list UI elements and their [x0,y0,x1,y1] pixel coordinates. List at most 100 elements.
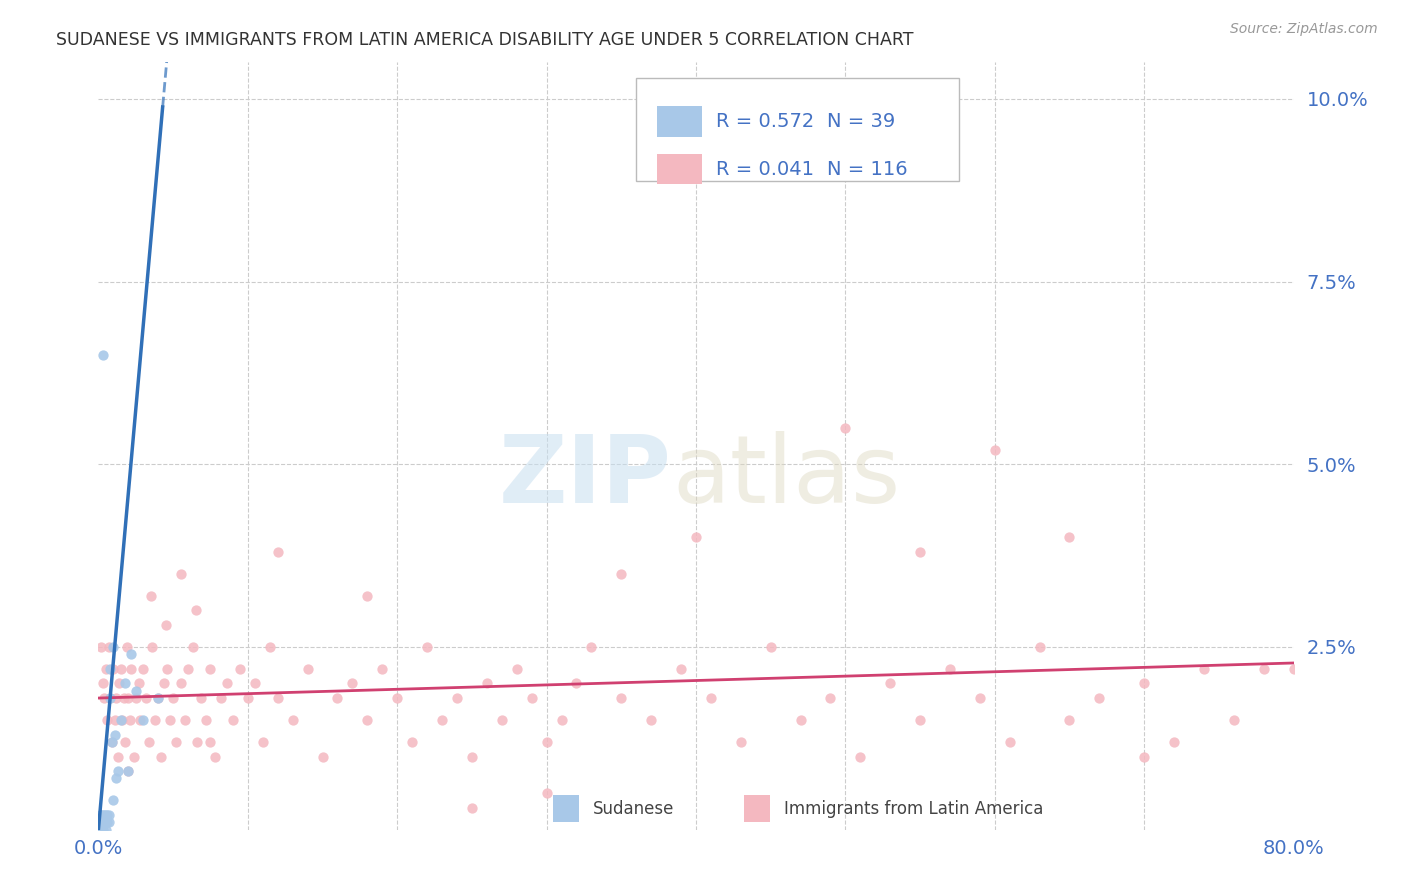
Point [96,808,118,822]
Point [117,764,139,778]
Point [97,808,120,822]
Point [148,691,170,706]
Point [190,691,212,706]
Text: Immigrants from Latin America: Immigrants from Latin America [785,799,1043,818]
Point [174,713,197,727]
Point [125,683,148,698]
Point [93,815,115,830]
Point [120,662,142,676]
Point [128,676,150,690]
Point [96,713,118,727]
Point [94,662,117,676]
Point [1253,662,1275,676]
Point [98,691,122,706]
Point [90,808,112,822]
Bar [744,796,770,822]
Point [204,749,226,764]
Point [169,676,191,690]
Point [430,713,453,727]
Point [834,421,856,435]
Point [138,735,160,749]
Point [1163,735,1185,749]
Point [115,640,138,654]
Point [610,691,633,706]
Point [159,713,181,727]
Point [700,691,723,706]
Text: N = 39: N = 39 [827,112,896,131]
Point [1192,662,1215,676]
Point [98,662,122,676]
Point [114,735,136,749]
Point [89,822,111,837]
Point [91,822,114,837]
Point [101,735,124,749]
Point [155,618,177,632]
Point [103,793,125,807]
Point [107,764,129,778]
Point [90,815,112,830]
Point [640,713,662,727]
Point [97,815,120,830]
Point [105,691,128,706]
Point [135,691,157,706]
Point [112,691,135,706]
Point [117,691,139,706]
Point [107,749,129,764]
Point [984,442,1007,457]
Point [475,676,498,690]
Point [125,691,148,706]
Text: Source: ZipAtlas.com: Source: ZipAtlas.com [1230,22,1378,37]
Point [118,713,141,727]
Point [177,662,200,676]
Point [1059,530,1081,544]
Point [148,691,170,706]
Point [356,589,378,603]
Point [969,691,991,706]
Point [156,662,179,676]
Point [94,808,117,822]
Point [200,735,222,749]
Point [311,749,333,764]
Point [371,662,394,676]
Point [939,662,962,676]
Point [730,735,752,749]
Point [98,691,122,706]
Point [90,822,112,837]
Text: N = 116: N = 116 [827,160,908,178]
Point [908,713,931,727]
Point [153,676,176,690]
Point [91,815,114,830]
Point [550,713,572,727]
Point [536,786,558,800]
Point [215,676,238,690]
Point [101,735,124,749]
Point [998,735,1021,749]
Point [91,676,114,690]
Point [104,728,127,742]
Point [385,691,409,706]
Point [120,647,142,661]
Text: R = 0.572: R = 0.572 [716,112,814,131]
Point [849,749,872,764]
Point [184,603,207,617]
Point [89,815,111,830]
Point [132,713,155,727]
Point [446,691,468,706]
Point [89,822,111,837]
Point [143,713,166,727]
Point [1133,676,1156,690]
Point [491,713,513,727]
Point [685,530,707,544]
Point [209,691,232,706]
Point [96,815,118,830]
Point [103,662,125,676]
Point [229,662,252,676]
Point [461,749,484,764]
Point [150,749,173,764]
Point [1028,640,1050,654]
Point [326,691,349,706]
Point [416,640,439,654]
Point [565,676,588,690]
Point [139,589,162,603]
Point [90,822,112,837]
